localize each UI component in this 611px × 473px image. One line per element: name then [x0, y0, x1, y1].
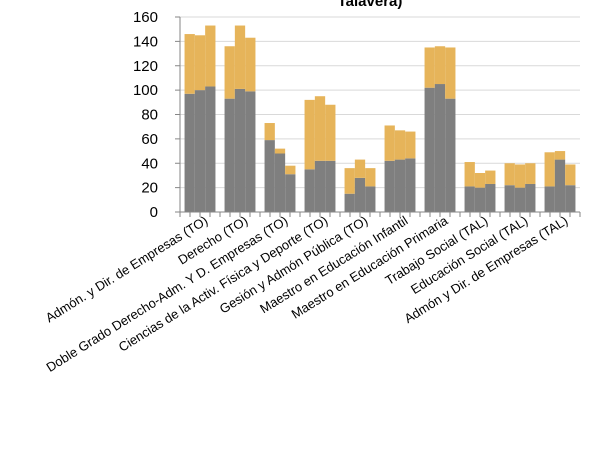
y-tick-label-0: 0	[150, 204, 158, 221]
bar-segment-3-1-s1	[314, 96, 326, 161]
y-tick-label-40: 40	[141, 155, 158, 172]
bar-segment-4-1-s0	[354, 177, 366, 213]
bar-segment-9-0-s1	[544, 152, 555, 187]
bar-segment-9-2-s1	[565, 164, 576, 186]
bar-segment-1-0-s1	[224, 46, 235, 99]
bar-segment-0-1-s1	[194, 35, 206, 91]
y-tick-label-140: 140	[133, 33, 158, 50]
bar-segment-7-1-s1	[474, 173, 486, 188]
bar-segment-3-2-s0	[325, 160, 336, 212]
bar-segment-8-1-s1	[514, 164, 526, 188]
bars	[184, 25, 576, 213]
bar-segment-6-1-s0	[434, 84, 446, 212]
bar-segment-2-1-s0	[274, 153, 286, 212]
bar-segment-0-2-s1	[205, 25, 216, 87]
bar-segment-2-0-s1	[264, 123, 275, 141]
bar-segment-2-0-s0	[264, 140, 275, 212]
y-tick-label-120: 120	[133, 58, 158, 75]
bar-segment-4-0-s1	[344, 168, 355, 194]
bar-segment-0-0-s1	[184, 34, 195, 94]
bar-segment-7-1-s0	[474, 187, 486, 213]
bar-segment-0-0-s0	[184, 93, 195, 212]
bar-segment-9-0-s0	[544, 186, 555, 212]
bar-segment-6-1-s1	[434, 46, 446, 85]
bar-segment-7-2-s0	[485, 183, 496, 212]
bar-segment-7-0-s1	[464, 162, 475, 187]
bar-segment-9-2-s0	[565, 185, 576, 212]
bar-segment-3-1-s0	[314, 160, 326, 212]
y-tick-label-20: 20	[141, 180, 158, 197]
y-tick-label-160: 160	[133, 9, 158, 26]
bar-segment-3-2-s1	[325, 104, 336, 161]
bar-segment-3-0-s1	[304, 99, 315, 170]
y-tick-label-60: 60	[141, 131, 158, 148]
bar-segment-2-2-s1	[285, 165, 296, 175]
bar-segment-4-0-s0	[344, 193, 355, 212]
bar-segment-1-1-s1	[234, 25, 246, 89]
bar-segment-0-2-s0	[205, 86, 216, 212]
bar-segment-4-1-s1	[354, 159, 366, 178]
bar-segment-5-0-s0	[384, 160, 395, 212]
bar-segment-1-2-s0	[245, 91, 256, 212]
bar-segment-8-2-s0	[525, 183, 536, 212]
bar-segment-4-2-s0	[365, 186, 376, 212]
bar-segment-5-0-s1	[384, 125, 395, 161]
y-tick-labels: 0 20 40 60 80 100 120 140 160	[133, 9, 158, 221]
bar-segment-6-0-s0	[424, 87, 435, 212]
bar-segment-5-1-s0	[394, 159, 406, 212]
bar-segment-8-0-s1	[504, 163, 515, 186]
chart-title: Talavera)	[338, 0, 403, 10]
bar-segment-6-2-s1	[445, 47, 456, 99]
bar-segment-3-0-s0	[304, 169, 315, 212]
bar-segment-9-1-s1	[554, 151, 566, 160]
bar-segment-6-0-s1	[424, 47, 435, 88]
bar-segment-7-2-s1	[485, 170, 496, 184]
y-tick-label-100: 100	[133, 82, 158, 99]
bar-segment-4-2-s1	[365, 168, 376, 187]
bar-segment-9-1-s0	[554, 159, 566, 212]
bar-segment-8-1-s0	[514, 187, 526, 213]
bar-segment-6-2-s0	[445, 98, 456, 212]
x-tick-labels: Admón. y Dir. de Empresas (TO)Derecho (T…	[43, 212, 571, 374]
bar-segment-8-2-s1	[525, 163, 536, 184]
bar-segment-2-2-s0	[285, 174, 296, 212]
bar-segment-1-0-s0	[224, 98, 235, 212]
bar-segment-8-0-s0	[504, 185, 515, 212]
bar-segment-0-1-s0	[194, 90, 206, 213]
bar-segment-2-1-s1	[274, 148, 286, 154]
axes	[175, 16, 581, 217]
bar-segment-5-1-s1	[394, 130, 406, 160]
bar-segment-1-2-s1	[245, 37, 256, 92]
bar-segment-5-2-s0	[405, 158, 416, 213]
bar-segment-5-2-s1	[405, 131, 416, 159]
bar-segment-7-0-s0	[464, 186, 475, 212]
y-tick-label-80: 80	[141, 107, 158, 124]
bar-segment-1-1-s0	[234, 88, 246, 212]
